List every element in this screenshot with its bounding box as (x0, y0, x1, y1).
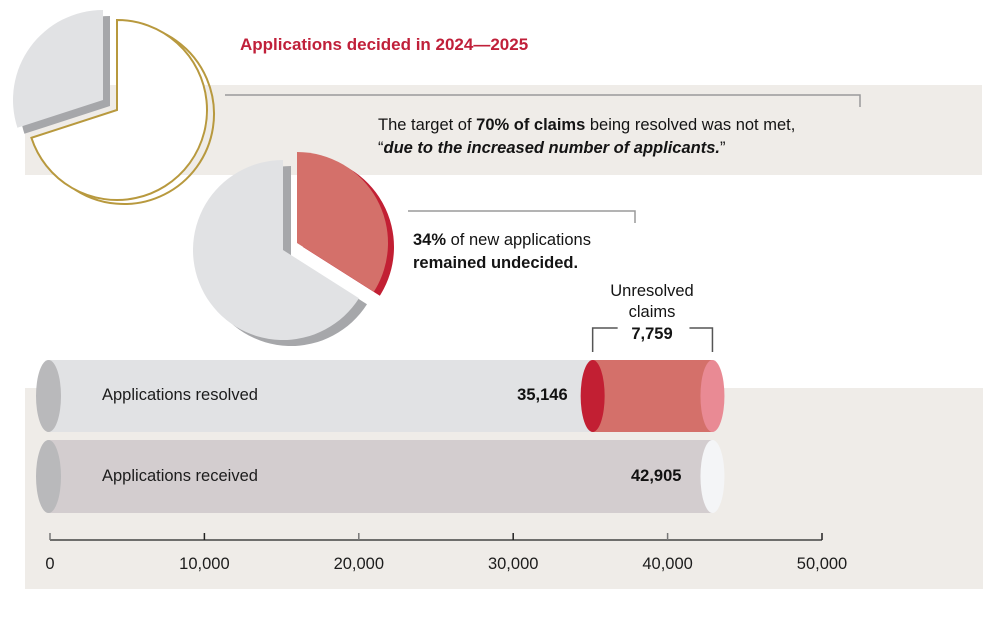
annotation-undecided-line1: 34% of new applications (413, 231, 591, 249)
quote-open: “ (378, 139, 384, 157)
connector-line-undecided (408, 210, 636, 223)
unresolved-value: 7,759 (631, 325, 672, 343)
annotation-undecided-rest: of new applications (446, 231, 591, 249)
x-axis: 0 10,000 20,000 30,000 40,000 50,000 (45, 533, 847, 573)
bar-value-received: 42,905 (631, 467, 681, 485)
x-tick-label: 20,000 (334, 555, 384, 573)
unresolved-segment-start-cap (580, 360, 605, 432)
connector-line-target (225, 94, 861, 107)
unresolved-segment-end-cap (700, 360, 725, 432)
bracket-right (689, 327, 714, 352)
unresolved-bracket (591, 327, 714, 352)
unresolved-label-line2: claims (629, 303, 676, 321)
annotation-target-line2: “due to the increased number of applican… (378, 139, 725, 157)
bar-resolved-start-cap (36, 360, 61, 432)
bar-label-resolved: Applications resolved (102, 386, 258, 404)
bar-received-end-cap (700, 440, 725, 513)
x-tick-label: 50,000 (797, 555, 847, 573)
quote-close: ” (720, 139, 726, 157)
x-tick-label: 0 (45, 555, 54, 573)
annotation-target-quote: due to the increased number of applicant… (384, 139, 720, 157)
bar-label-received: Applications received (102, 467, 258, 485)
bar-resolved-body (48, 360, 593, 432)
pie-decided-slice (193, 160, 359, 340)
annotation-target-suffix: being resolved was not met, (585, 116, 795, 134)
pie-target-remainder-slice (12, 10, 104, 128)
bar-chart (36, 360, 725, 513)
bracket-left (591, 327, 618, 352)
annotation-target-bold: 70% of claims (476, 116, 585, 134)
unresolved-segment-body (592, 360, 713, 432)
annotation-undecided-line2: remained undecided. (413, 254, 578, 272)
annotation-target-prefix: The target of (378, 116, 476, 134)
x-tick-label: 30,000 (488, 555, 538, 573)
pie-new-applications (193, 152, 394, 346)
unresolved-label-line1: Unresolved (610, 282, 693, 300)
pie-target-slice-outline (30, 18, 208, 201)
x-tick-label: 40,000 (642, 555, 692, 573)
pie-undecided-slice (297, 152, 388, 292)
pie-target (12, 10, 215, 205)
chart-title: Applications decided in 2024—2025 (240, 35, 528, 54)
bar-received-start-cap (36, 440, 61, 513)
annotation-target-line1: The target of 70% of claims being resolv… (378, 116, 795, 134)
x-tick-label: 10,000 (179, 555, 229, 573)
annotation-undecided-percent: 34% (413, 231, 446, 249)
bar-value-resolved: 35,146 (517, 386, 567, 404)
bar-received-body (48, 440, 713, 513)
